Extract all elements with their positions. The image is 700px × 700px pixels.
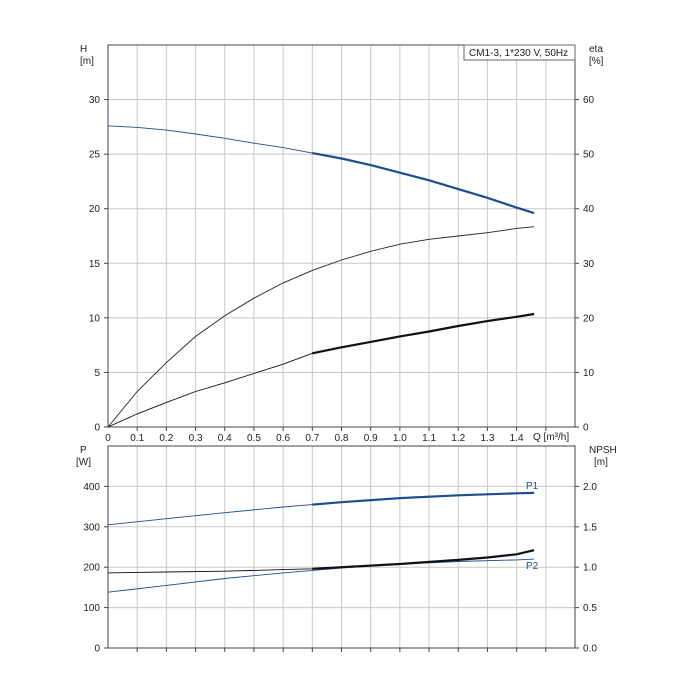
top-x-tick-label: 0.3 [189, 433, 203, 444]
top-x-tick-label: 0.9 [364, 433, 378, 444]
top-left-axis-unit: [m] [80, 56, 94, 67]
bottom-y-right-tick-label: 2.0 [583, 482, 597, 493]
top-x-tick-label: 0.8 [335, 433, 349, 444]
top-y-right-tick-label: 60 [583, 95, 595, 106]
bottom-y-right-tick-label: 1.5 [583, 522, 597, 533]
top-left-axis-name: H [80, 44, 87, 55]
top-x-tick-label: 0.4 [218, 433, 232, 444]
top-y-right-tick-label: 50 [583, 150, 595, 161]
bottom-chart-ticks: 0 100 200 300 400 0.0 0.5 1.0 1.5 2.0 [83, 482, 597, 655]
bottom-y-left-tick-label: 300 [83, 522, 100, 533]
top-x-axis-label: Q [m³/h] [533, 432, 569, 443]
top-x-tick-label: 1.2 [451, 433, 465, 444]
bottom-chart-grid [108, 446, 575, 648]
top-y-left-tick-label: 10 [89, 313, 101, 324]
chart-title-box: CM1-3, 1*230 V, 50Hz [463, 44, 576, 61]
bottom-y-left-tick-label: 400 [83, 482, 100, 493]
top-x-tick-label: 0.7 [305, 433, 319, 444]
top-chart-ticks: 0 5 10 15 20 25 30 0 10 20 30 40 50 60 0 0.1 0.2 0.3 0.4 0.… [89, 95, 595, 444]
top-x-tick-label: 1.1 [422, 433, 436, 444]
bottom-right-axis-name: NPSH [589, 445, 617, 456]
top-x-tick-label: 1.0 [393, 433, 407, 444]
top-y-right-tick-label: 20 [583, 313, 595, 324]
top-x-tick-label: 0.1 [130, 433, 144, 444]
top-y-left-tick-label: 25 [89, 150, 101, 161]
top-x-tick-label: 1.3 [480, 433, 494, 444]
top-y-left-tick-label: 0 [94, 423, 100, 434]
bottom-y-left-tick-label: 200 [83, 563, 100, 574]
bottom-y-right-tick-label: 0.5 [583, 603, 597, 614]
top-y-left-tick-label: 5 [94, 368, 100, 379]
bottom-y-right-tick-label: 0.0 [583, 644, 597, 655]
bottom-left-axis-unit: [W] [76, 457, 91, 468]
top-x-tick-label: 0.2 [159, 433, 173, 444]
top-y-left-tick-label: 20 [89, 204, 101, 215]
top-x-tick-label: 0 [105, 433, 111, 444]
top-series-2-duty-range [312, 312, 535, 355]
top-chart-series [107, 125, 535, 428]
top-y-left-tick-label: 30 [89, 95, 101, 106]
top-x-tick-label: 1.4 [510, 433, 524, 444]
bottom-y-left-tick-label: 100 [83, 603, 100, 614]
bottom-y-right-tick-label: 1.0 [583, 563, 597, 574]
bottom-left-axis-name: P [80, 445, 87, 456]
top-y-right-tick-label: 0 [583, 423, 589, 434]
top-series-1-line [107, 226, 535, 428]
bottom-y-left-tick-label: 0 [94, 644, 100, 655]
bottom-right-axis-unit: [m] [594, 457, 608, 468]
top-y-right-tick-label: 30 [583, 259, 595, 270]
chart-title-frame [463, 44, 576, 61]
top-y-left-tick-label: 15 [89, 259, 101, 270]
top-x-tick-label: 0.5 [247, 433, 261, 444]
top-x-tick-label: 0.6 [276, 433, 290, 444]
bottom-chart-series [107, 491, 535, 593]
bottom-series-0-duty-range [312, 491, 535, 506]
chart-title: CM1-3, 1*230 V, 50Hz [469, 48, 568, 59]
top-y-right-tick-label: 10 [583, 368, 595, 379]
top-right-axis-name: eta [589, 44, 603, 55]
bottom-series-1-line [107, 558, 535, 593]
top-chart-grid [108, 45, 575, 427]
bottom-series-2-duty-range [312, 549, 535, 570]
top-y-right-tick-label: 40 [583, 204, 595, 215]
top-right-axis-unit: [%] [589, 56, 604, 67]
series-label-p1: P1 [526, 481, 539, 492]
top-series-0-duty-range [312, 152, 535, 215]
series-label-p2: P2 [526, 561, 539, 572]
